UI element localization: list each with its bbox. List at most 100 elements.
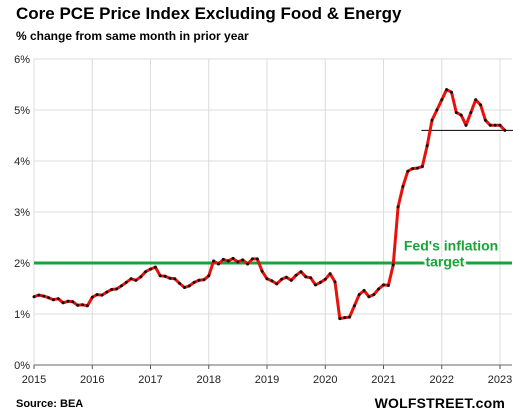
data-point: [289, 278, 293, 282]
data-point: [56, 297, 60, 301]
data-point: [85, 304, 89, 308]
data-point: [420, 165, 424, 169]
data-point: [32, 295, 36, 299]
data-point: [352, 304, 356, 308]
data-point: [425, 144, 429, 148]
data-point: [401, 185, 405, 188]
data-point: [173, 277, 177, 281]
data-point: [231, 256, 235, 260]
data-point: [178, 281, 182, 285]
data-point: [474, 98, 478, 102]
data-point: [440, 98, 444, 102]
data-point: [115, 287, 118, 291]
data-point: [37, 293, 41, 297]
data-point: [459, 113, 463, 117]
data-point: [343, 316, 347, 320]
data-point: [396, 205, 400, 209]
x-axis-ticks: 2015 2016 2017 2018 2019 2020 2021 2022 2023: [22, 365, 512, 386]
data-point: [435, 108, 439, 112]
x-tick-label: 2017: [138, 374, 162, 386]
data-point: [153, 265, 157, 269]
data-point: [386, 283, 390, 287]
data-point: [450, 90, 453, 94]
data-point: [382, 283, 385, 287]
data-point: [479, 103, 483, 107]
data-point: [469, 111, 473, 114]
data-point: [503, 128, 507, 132]
data-point: [100, 293, 104, 297]
data-point: [294, 273, 298, 277]
x-tick-label: 2016: [80, 374, 104, 386]
data-point: [202, 278, 206, 282]
series-line: [33, 88, 506, 321]
data-point: [76, 303, 80, 307]
data-point: [42, 294, 46, 298]
data-point: [275, 282, 279, 286]
data-point: [236, 260, 240, 264]
data-point: [454, 111, 458, 114]
data-point: [430, 118, 434, 122]
data-point: [168, 276, 172, 280]
data-point: [197, 278, 201, 282]
data-point: [149, 267, 152, 271]
data-point: [483, 118, 487, 122]
y-tick-label: 2%: [14, 258, 30, 270]
data-point: [333, 280, 337, 284]
data-point: [90, 295, 94, 299]
data-point: [158, 274, 162, 278]
data-point: [362, 289, 366, 292]
data-point: [309, 276, 313, 280]
data-point: [323, 277, 327, 281]
data-point: [71, 300, 75, 304]
data-point: [187, 284, 191, 288]
data-point: [110, 288, 114, 291]
data-point: [493, 123, 497, 127]
y-tick-label: 0%: [14, 360, 30, 372]
data-point: [95, 293, 99, 297]
data-point: [372, 293, 376, 297]
brand-label: WOLFSTREET.com: [374, 395, 505, 411]
data-point: [338, 317, 342, 321]
x-tick-label: 2022: [430, 374, 454, 386]
data-point: [304, 275, 308, 279]
y-tick-label: 6%: [14, 54, 30, 66]
y-tick-label: 1%: [14, 309, 30, 321]
data-point: [328, 272, 332, 276]
x-tick-label: 2023: [488, 374, 512, 386]
data-point: [66, 299, 70, 303]
data-point: [183, 286, 186, 289]
data-point: [377, 287, 381, 291]
data-point: [241, 258, 245, 262]
data-point: [134, 278, 138, 282]
data-point: [270, 279, 274, 283]
x-tick-label: 2020: [313, 374, 337, 386]
data-point: [488, 123, 492, 127]
data-point: [284, 275, 288, 279]
data-point: [207, 274, 211, 278]
data-point: [318, 280, 322, 284]
data-point: [498, 123, 502, 127]
data-point: [406, 169, 410, 173]
data-point: [221, 257, 225, 261]
data-point: [144, 270, 148, 274]
data-point: [265, 277, 269, 281]
y-tick-label: 3%: [14, 207, 30, 219]
data-point: [124, 280, 128, 284]
data-point: [246, 262, 250, 266]
data-point: [299, 270, 303, 274]
chart-title: Core PCE Price Index Excluding Food & En…: [16, 4, 402, 23]
source-label: Source: BEA: [16, 398, 84, 410]
data-point: [163, 274, 167, 278]
data-point: [105, 290, 109, 294]
x-tick-label: 2015: [22, 374, 46, 386]
y-tick-label: 4%: [14, 156, 30, 168]
data-point: [280, 277, 284, 281]
data-point: [357, 293, 361, 297]
data-point: [391, 263, 395, 267]
data-point: [226, 259, 230, 263]
data-point: [212, 259, 216, 263]
x-tick-label: 2018: [197, 374, 221, 386]
data-point: [348, 315, 351, 319]
x-tick-label: 2021: [371, 374, 395, 386]
